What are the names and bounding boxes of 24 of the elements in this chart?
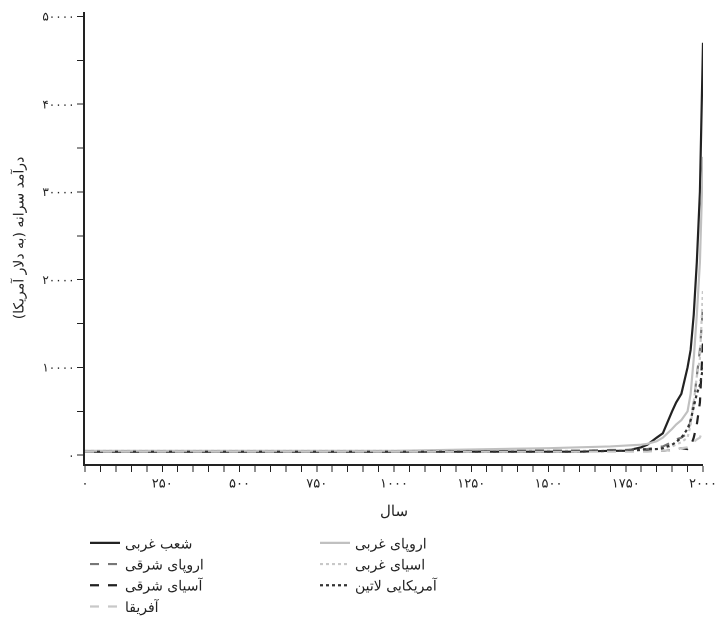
y-tick-label: ۵۰۰۰۰ <box>42 10 75 24</box>
y-axis-title: درآمد سرانه (به دلار آمریکا) <box>9 156 28 320</box>
y-tick-label: ۰ <box>68 448 75 462</box>
x-tick-label: ۰ <box>82 476 88 492</box>
legend-label: اروپای غربی <box>355 536 427 552</box>
x-axis-title: سال <box>380 502 408 520</box>
legend-label: اسیای غربی <box>355 558 426 574</box>
y-tick-label: ۱۰۰۰۰ <box>42 360 75 375</box>
y-tick-label: ۴۰۰۰۰ <box>42 97 75 112</box>
legend-label: شعب غربی <box>125 536 192 552</box>
legend-label: آمریکایی لاتین <box>355 576 438 595</box>
x-tick-label: ۲۵۰ <box>152 476 173 492</box>
x-tick-label: ۱۲۵۰ <box>457 476 486 492</box>
x-tick-label: ۷۵۰ <box>306 476 328 492</box>
y-tick-label: ۳۰۰۰۰ <box>42 185 75 200</box>
y-tick-label: ۲۰۰۰۰ <box>42 272 75 287</box>
legend-label: آسیای شرقی <box>125 576 204 595</box>
legend-label: اروپای شرقی <box>125 558 204 574</box>
x-tick-label: ۱۷۵۰ <box>612 476 640 492</box>
x-tick-label: ۲۰۰۰ <box>689 476 717 492</box>
x-tick-label: ۱۵۰۰ <box>534 476 562 492</box>
x-tick-label: ۵۰۰ <box>229 476 250 492</box>
x-tick-label: ۱۰۰۰ <box>380 476 408 492</box>
legend-label: آفریقا <box>125 598 160 616</box>
